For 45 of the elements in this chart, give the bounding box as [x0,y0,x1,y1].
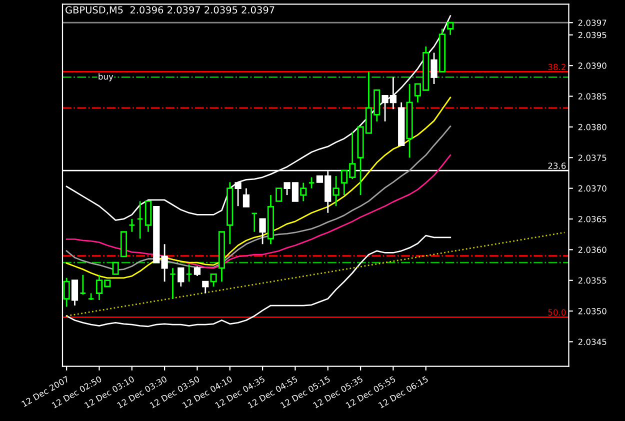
y-tick-label: 2.0380 [578,124,606,130]
candlestick [178,267,184,288]
candlestick [234,182,242,207]
y-tick-label: 2.0370 [578,185,606,192]
y-tick-label: 2.0345 [578,338,606,346]
candlestick [259,218,266,245]
candlestick [251,212,258,233]
y-tick-label: 2.0355 [578,277,606,284]
line-series [66,96,452,279]
candlestick [80,274,86,296]
y-tick-label: 2.0395 [578,32,606,38]
candlestick [300,182,307,202]
y-tick-label: 2.0365 [578,216,606,222]
candlestick [63,277,70,308]
annotation: 50.0 [548,309,566,316]
candlestick [71,280,78,306]
ref-line-label: buy [98,73,114,82]
y-tick-label: 2.0385 [578,93,606,100]
candlestick [144,200,152,233]
line-series [66,154,452,269]
candlestick [112,262,119,275]
y-tick-label: 2.0390 [578,62,606,69]
candlestick [308,176,315,190]
y-tick-label: 2.0350 [578,308,606,314]
candlestick [332,175,340,207]
candlestick [242,188,250,208]
line-series [66,234,452,328]
chart-title: GBPUSD,M5 2.0396 2.0397 2.0395 2.0397 [66,6,274,15]
candlestick [202,280,209,294]
line-series [66,126,452,271]
candlestick [276,188,282,202]
annotation: 23.6 [548,162,566,169]
candlestick [186,264,192,282]
y-tick-label: 2.0360 [578,246,606,253]
candlestick [136,200,144,240]
candlestick [210,274,217,288]
y-tick-label: 2.0375 [578,154,606,161]
candlestick [169,267,176,300]
candlestick [161,243,168,282]
candlestick [447,22,454,36]
annotation: 38.2 [548,64,566,70]
candlestick [194,266,201,277]
y-tick-label: 2.0397 [578,20,606,26]
candlestick [430,52,438,85]
candlestick [128,218,136,233]
